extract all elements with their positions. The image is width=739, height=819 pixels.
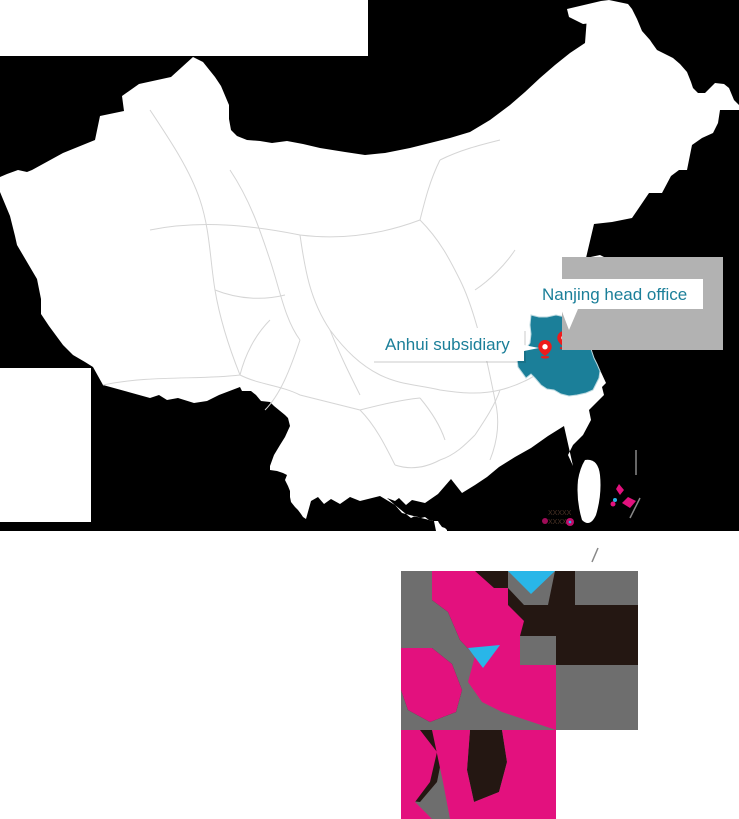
svg-text:XXXXX: XXXXX — [548, 510, 572, 517]
svg-text:Anhui subsidiary: Anhui subsidiary — [385, 335, 510, 354]
svg-text:XXXX: XXXX — [548, 519, 567, 526]
svg-text:Nanjing head office: Nanjing head office — [542, 285, 687, 304]
